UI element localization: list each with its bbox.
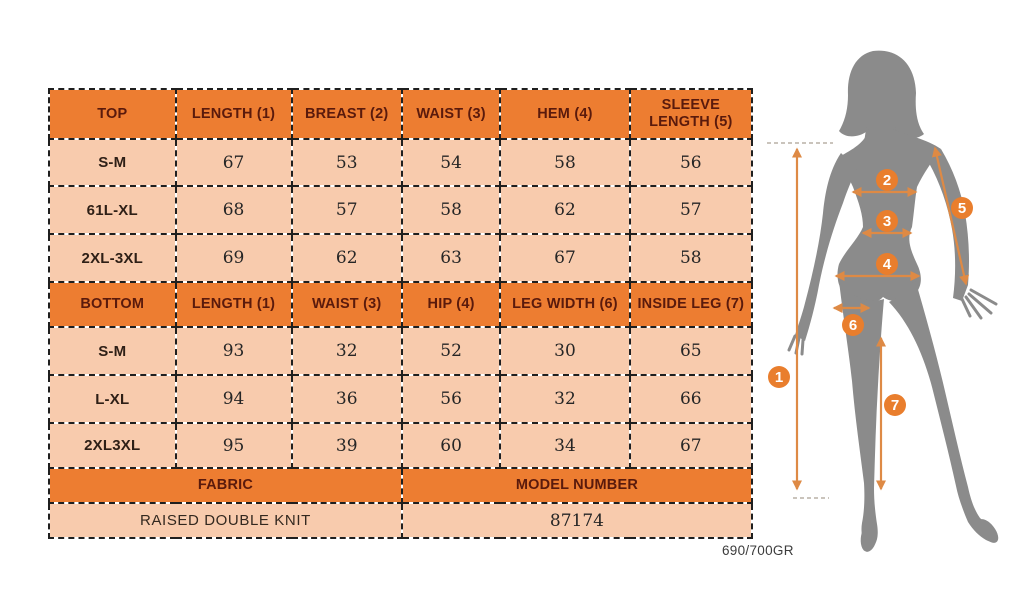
header-cell: LENGTH (1) [174, 88, 293, 140]
size-value: 69 [174, 233, 293, 283]
svg-text:4: 4 [883, 256, 892, 273]
size-value: 34 [499, 422, 631, 469]
size-table: TOP LENGTH (1) BREAST (2) WAIST (3) HEM … [48, 88, 754, 539]
measurement-figure: 1 2 3 4 5 6 7 [765, 45, 1024, 593]
fabric-header-cell: FABRIC [48, 467, 403, 504]
header-cell: BOTTOM [48, 281, 177, 328]
size-value: 68 [174, 185, 293, 235]
table-row: L-XL 94 36 56 32 66 [48, 374, 754, 424]
header-cell: BREAST (2) [290, 88, 403, 140]
size-value: 57 [628, 185, 754, 235]
size-value: 66 [628, 374, 754, 424]
size-value: 54 [400, 138, 502, 187]
measurement-arrow-5 [931, 146, 970, 286]
table-row: S-M 67 53 54 58 56 [48, 138, 754, 187]
size-value: 30 [499, 326, 631, 376]
top-header-row: TOP LENGTH (1) BREAST (2) WAIST (3) HEM … [48, 88, 754, 140]
measurement-badge-4: 4 [876, 253, 898, 275]
size-value: 67 [628, 422, 754, 469]
footer-value-row: RAISED DOUBLE KNIT 87174 [48, 502, 754, 539]
header-cell: LEG WIDTH (6) [499, 281, 631, 328]
size-value: 94 [174, 374, 293, 424]
table-row: 2XL3XL 95 39 60 34 67 [48, 422, 754, 469]
size-value: 39 [290, 422, 403, 469]
size-value: 36 [290, 374, 403, 424]
size-value: 65 [628, 326, 754, 376]
header-cell: WAIST (3) [290, 281, 403, 328]
size-label: S-M [48, 326, 177, 376]
size-value: 52 [400, 326, 502, 376]
size-value: 62 [290, 233, 403, 283]
svg-text:7: 7 [891, 397, 899, 414]
size-label: 2XL-3XL [48, 233, 177, 283]
measurement-badge-7: 7 [884, 394, 906, 416]
footer-header-row: FABRIC MODEL NUMBER [48, 467, 754, 504]
size-value: 32 [290, 326, 403, 376]
svg-text:6: 6 [849, 317, 857, 334]
size-value: 67 [174, 138, 293, 187]
table-row: 2XL-3XL 69 62 63 67 58 [48, 233, 754, 283]
header-cell: WAIST (3) [400, 88, 502, 140]
model-number-value: 87174 [400, 502, 754, 539]
svg-text:2: 2 [883, 172, 891, 189]
size-value: 56 [628, 138, 754, 187]
female-silhouette-graphic [787, 50, 999, 552]
header-cell: LENGTH (1) [174, 281, 293, 328]
svg-text:1: 1 [775, 369, 783, 386]
header-cell: SLEEVE LENGTH (5) [628, 88, 754, 140]
fabric-value: RAISED DOUBLE KNIT [48, 502, 403, 539]
svg-text:3: 3 [883, 213, 891, 230]
table-row: 61L-XL 68 57 58 62 57 [48, 185, 754, 235]
size-label: 61L-XL [48, 185, 177, 235]
size-value: 58 [400, 185, 502, 235]
size-value: 63 [400, 233, 502, 283]
header-cell: INSIDE LEG (7) [628, 281, 754, 328]
size-label: S-M [48, 138, 177, 187]
measurement-badge-3: 3 [876, 210, 898, 232]
size-value: 53 [290, 138, 403, 187]
size-value: 58 [499, 138, 631, 187]
size-value: 32 [499, 374, 631, 424]
size-value: 62 [499, 185, 631, 235]
measurement-badge-6: 6 [842, 314, 864, 336]
header-cell: HEM (4) [499, 88, 631, 140]
measurement-badge-5: 5 [951, 197, 973, 219]
svg-text:5: 5 [958, 200, 966, 217]
size-value: 60 [400, 422, 502, 469]
measurement-badge-2: 2 [876, 169, 898, 191]
model-number-header-cell: MODEL NUMBER [400, 467, 754, 504]
header-cell: HIP (4) [400, 281, 502, 328]
measurement-badge-1: 1 [768, 366, 790, 388]
table-row: S-M 93 32 52 30 65 [48, 326, 754, 376]
size-value: 67 [499, 233, 631, 283]
size-label: L-XL [48, 374, 177, 424]
bottom-header-row: BOTTOM LENGTH (1) WAIST (3) HIP (4) LEG … [48, 281, 754, 328]
size-value: 57 [290, 185, 403, 235]
header-cell: TOP [48, 88, 177, 140]
weight-note: 690/700GR [722, 543, 794, 558]
size-label: 2XL3XL [48, 422, 177, 469]
size-value: 58 [628, 233, 754, 283]
size-value: 93 [174, 326, 293, 376]
size-value: 95 [174, 422, 293, 469]
size-value: 56 [400, 374, 502, 424]
